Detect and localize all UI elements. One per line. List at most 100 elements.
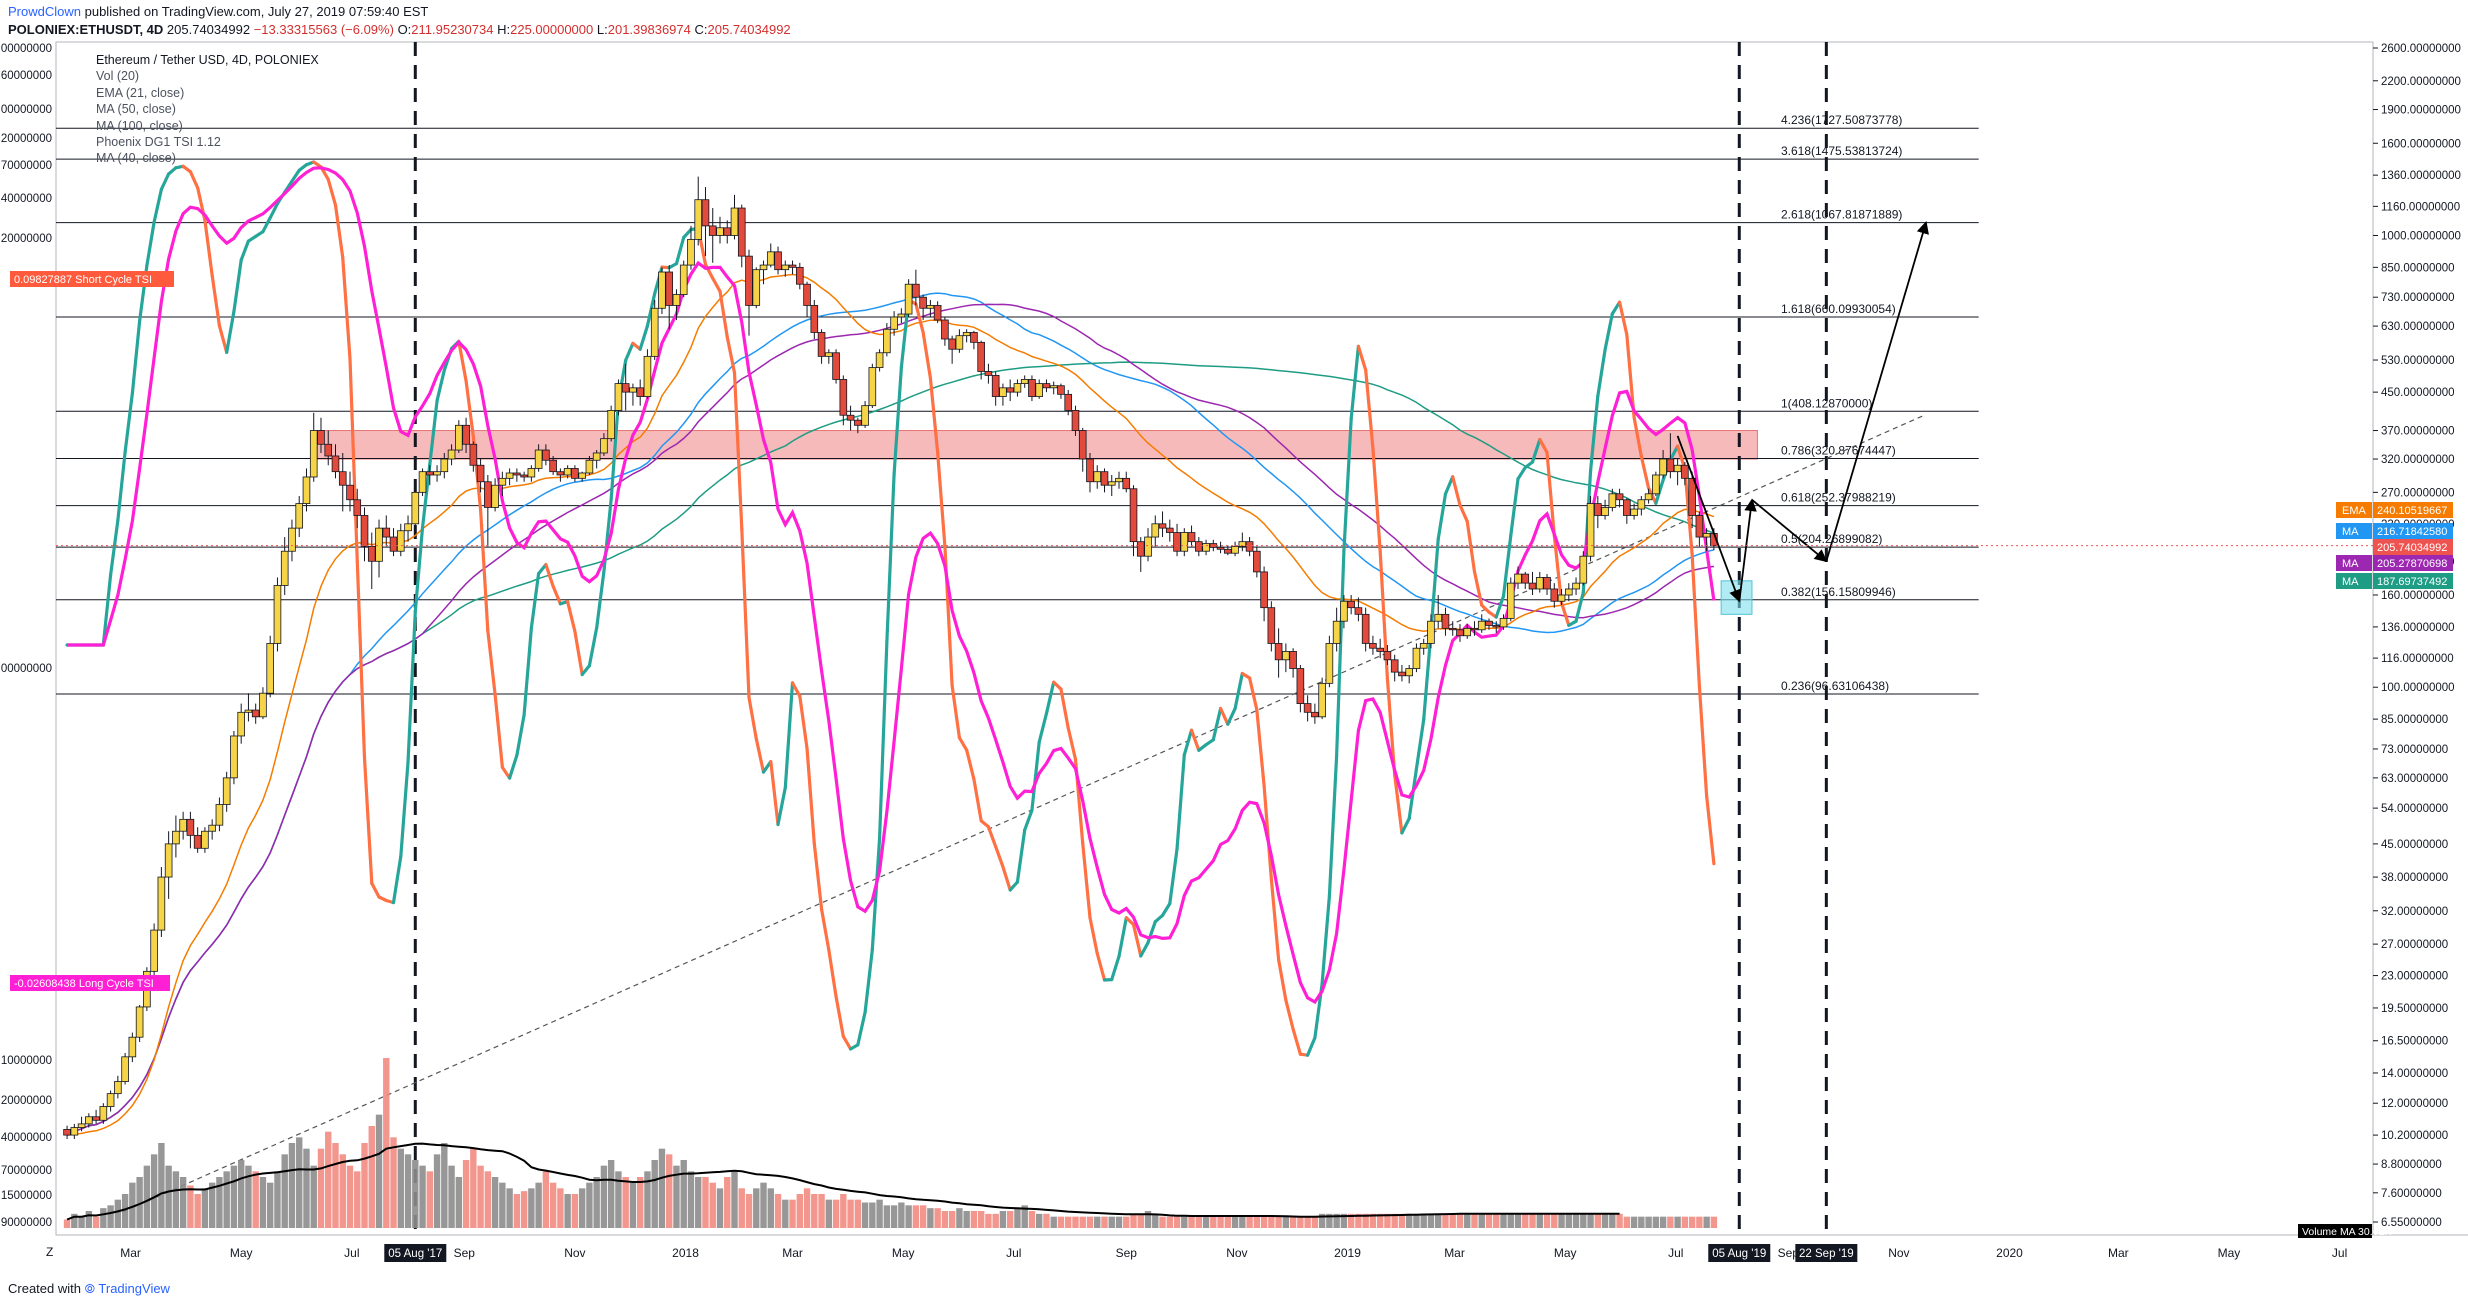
candle-up (527, 468, 536, 478)
candle-down (1695, 515, 1704, 538)
volume-bar (948, 1211, 956, 1228)
candle-up (106, 1093, 115, 1107)
volume-bar (303, 1148, 310, 1228)
volume-bar (753, 1188, 760, 1228)
volume-bar (383, 1058, 390, 1228)
candle-up (273, 585, 282, 644)
candle-down (1057, 385, 1065, 395)
volume-bar (259, 1177, 267, 1228)
volume-bar (898, 1202, 905, 1228)
price-label-value: 187.69737492 (2377, 576, 2447, 588)
volume-bar (1231, 1216, 1239, 1228)
tsi-short-segment (1480, 603, 1491, 614)
volume-bar (760, 1182, 767, 1228)
volume-bar (1289, 1216, 1297, 1228)
tsi-short-segment (580, 664, 592, 677)
candle-up (1463, 627, 1472, 637)
date-marker-label-text: 22 Sep '19 (1799, 1248, 1854, 1260)
volume-bar (593, 1177, 600, 1228)
tsi-short-segment (783, 681, 795, 790)
tsi-short-segment (1001, 865, 1012, 892)
author-link[interactable]: ProwdClown (8, 4, 81, 19)
volume-bar (1210, 1216, 1217, 1228)
tsi-short-segment (1530, 437, 1542, 464)
candle-down (1028, 379, 1036, 397)
tsi-short-segment (1356, 344, 1368, 372)
price-label-tag-bg (2336, 555, 2372, 571)
volume-bar (1253, 1216, 1261, 1228)
tsi-short-segment (1559, 601, 1571, 627)
legend-item-ma100[interactable]: MA (100, close) (96, 118, 183, 133)
tsi-short-segment (508, 753, 519, 780)
candle-up (440, 458, 449, 473)
tsi-short-segment (145, 220, 156, 267)
legend-item-ma50[interactable]: MA (50, close) (96, 102, 176, 117)
volume-bar (1072, 1216, 1079, 1228)
volume-bar (1442, 1213, 1449, 1228)
volume-bar (1659, 1216, 1667, 1228)
candle-down (556, 471, 565, 476)
tsi-short-segment (790, 681, 802, 698)
legend-item-volume[interactable]: Vol (20) (96, 69, 140, 84)
volume-bar (1202, 1216, 1210, 1228)
tsi-short-segment (957, 736, 969, 752)
volume-bar (811, 1194, 818, 1228)
candle-down (1253, 550, 1261, 573)
candle-up (607, 409, 615, 440)
candle-up (629, 387, 637, 393)
volume-bar (1536, 1213, 1543, 1228)
candle-up (1557, 594, 1566, 602)
candle-up (222, 777, 231, 805)
volume-bar (782, 1199, 789, 1228)
tsi-short-segment (362, 756, 374, 885)
candle-down (251, 709, 260, 718)
candle-up (1652, 474, 1660, 495)
volume-bar (912, 1205, 920, 1228)
tradingview-link[interactable]: TradingView (98, 1281, 170, 1296)
price-label-value: 240.10519667 (2377, 505, 2447, 517)
legend-item-ma40[interactable]: MA (40, close) (96, 151, 176, 166)
price-label-bg (2373, 502, 2453, 518)
candle-down (745, 255, 753, 306)
header-bar: ProwdClown published on TradingView.com,… (0, 0, 2468, 40)
volume-bar (702, 1177, 709, 1228)
volume-bar (317, 1148, 325, 1228)
close-value: 205.74034992 (707, 22, 791, 37)
volume-bar (441, 1143, 448, 1228)
volume-bar (1326, 1213, 1333, 1228)
candle-up (1202, 543, 1210, 552)
candle-up (1231, 545, 1239, 554)
tsi-short-segment (1574, 590, 1585, 623)
price-axis: 2600.00000000 2200.00000000 1900.00000000 1… (2336, 43, 2461, 1229)
tsi-short-segment (515, 713, 526, 757)
volume-bar (796, 1194, 803, 1228)
time-tick-label: 2020 (1996, 1246, 2023, 1260)
tsi-short-segment (1617, 300, 1629, 337)
price-tick-label: 450.00000000 (2381, 387, 2455, 399)
time-tick-label: Mar (2108, 1246, 2129, 1260)
volume-bar (1616, 1213, 1623, 1228)
candle-up (455, 424, 463, 451)
candle-down (1224, 548, 1232, 554)
candle-up (1673, 464, 1682, 473)
candle-down (1623, 499, 1631, 516)
time-tick-label: May (1554, 1246, 1577, 1260)
volume-bars (63, 1058, 1718, 1228)
candle-up (505, 472, 514, 479)
tsi-short-segment (1552, 533, 1564, 605)
candle-up (563, 468, 572, 476)
legend-item-ema21[interactable]: EMA (21, close) (96, 85, 185, 100)
candle-down (520, 474, 528, 478)
legend-item-tsi[interactable]: Phoenix DG1 TSI 1.12 (96, 135, 221, 150)
volume-bar (883, 1205, 891, 1228)
candle-up (1180, 532, 1189, 552)
volume-bar (1282, 1216, 1290, 1228)
candle-down (977, 341, 985, 372)
candle-up (600, 438, 608, 454)
tsi-short-segment (870, 836, 882, 952)
price-label: MA 205.27870698 (2336, 555, 2453, 571)
candle-down (1550, 588, 1559, 602)
candle-up (585, 459, 594, 474)
candle-up (302, 476, 311, 504)
